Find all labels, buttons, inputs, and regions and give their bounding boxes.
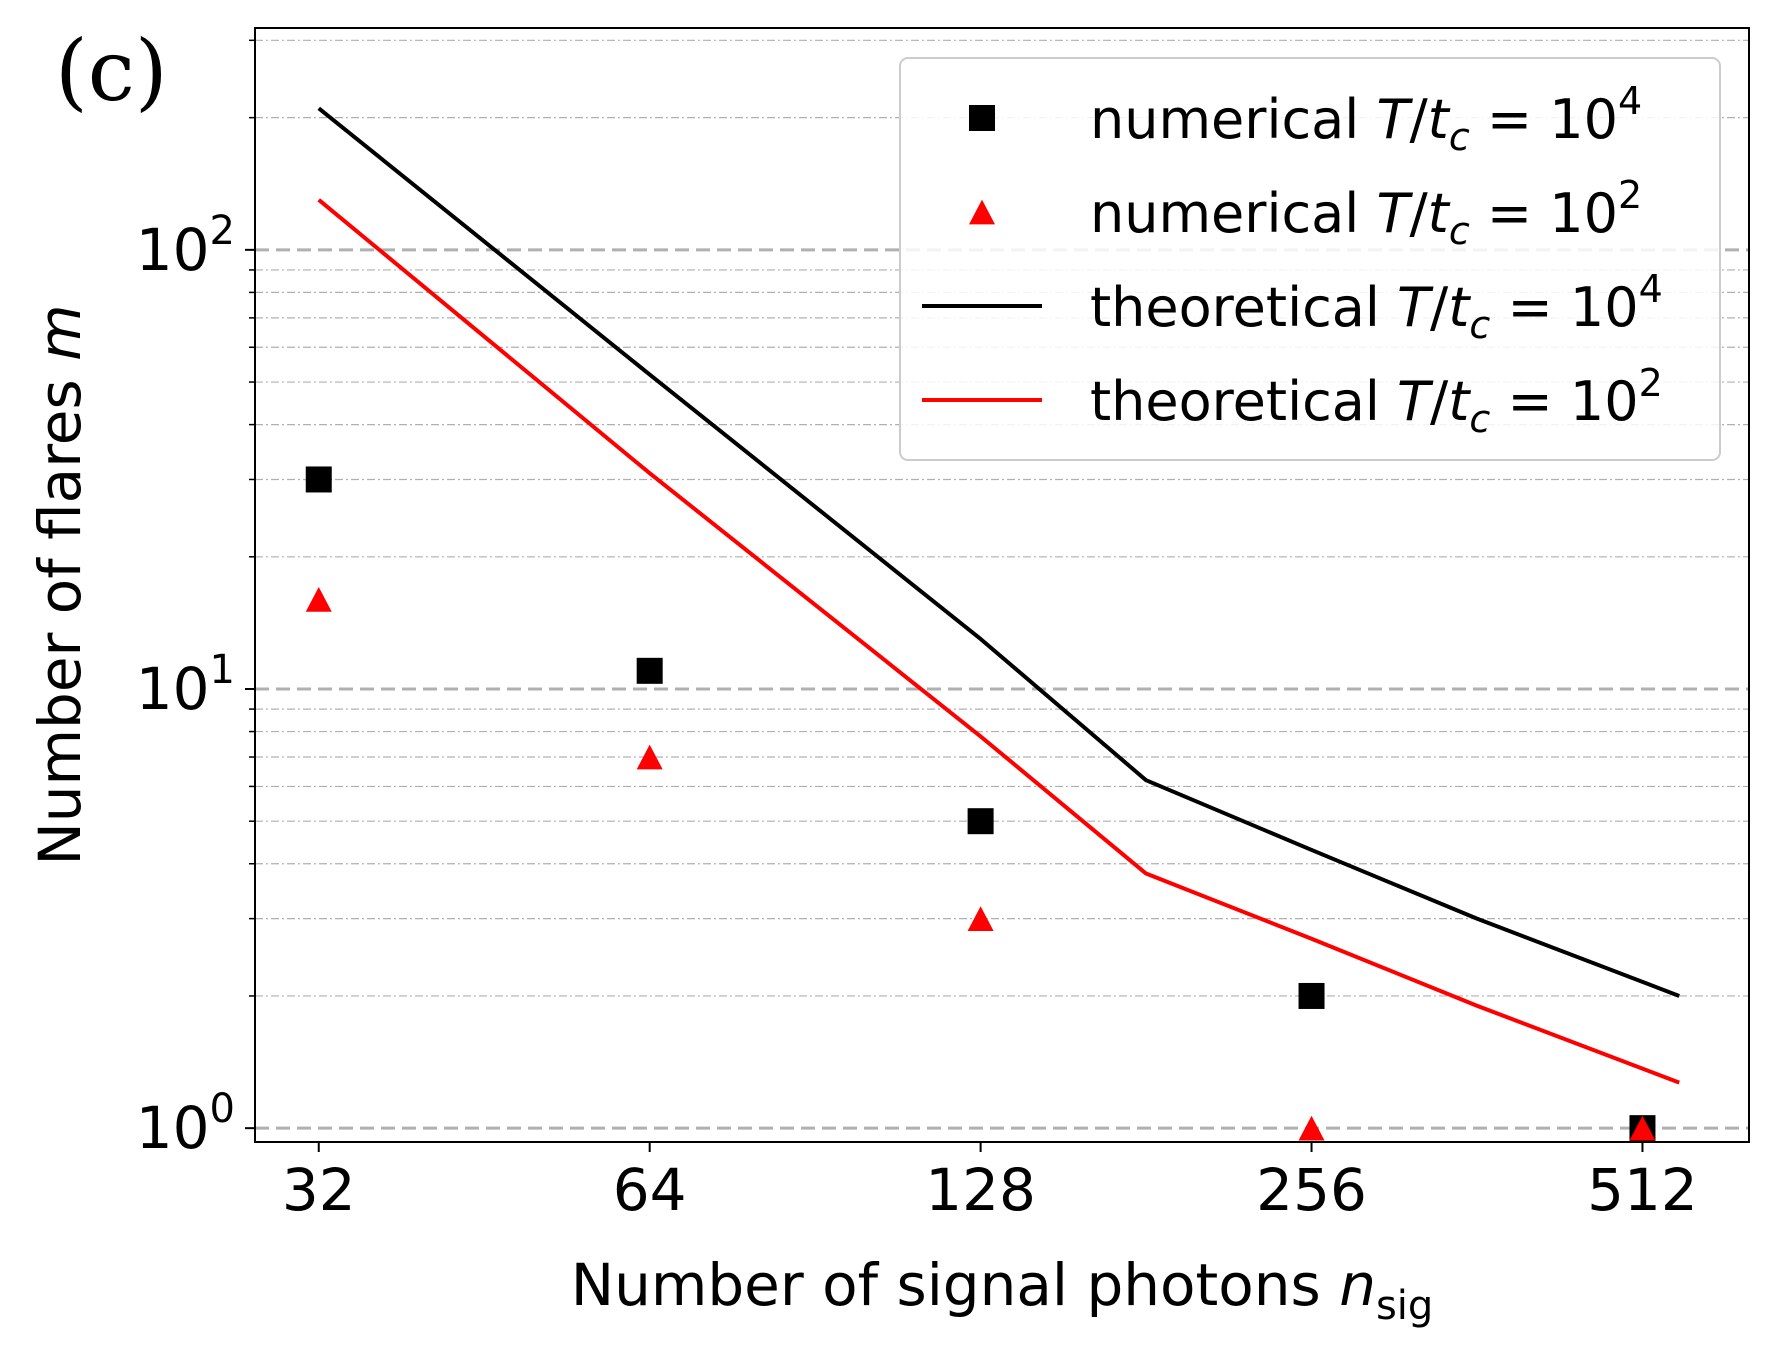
legend-exponent: 2: [1639, 361, 1663, 405]
legend-var-t: t: [1448, 370, 1471, 433]
y-tick-label: 100: [136, 1086, 235, 1162]
legend-entry-prefix: numerical: [1090, 88, 1376, 151]
legend-var-T: T: [1397, 370, 1434, 433]
legend-subscript-c: c: [1449, 115, 1470, 159]
legend-equals-ten: = 10: [1490, 276, 1638, 339]
legend-exponent: 4: [1639, 267, 1663, 311]
y-tick-base: 10: [136, 216, 210, 284]
y-tick-exponent: 1: [210, 647, 235, 693]
legend-equals-ten: = 10: [1470, 88, 1618, 151]
x-tick-label: 128: [925, 1156, 1036, 1224]
plot-frame: [254, 27, 1750, 1143]
legend-var-t: t: [1448, 276, 1471, 339]
x-axis-label-text: Number of signal photons: [571, 1251, 1339, 1319]
data-point-triangle: [636, 744, 663, 770]
legend-exponent: 2: [1618, 173, 1642, 217]
panel-label: (c): [55, 22, 168, 120]
data-point-square: [967, 808, 994, 835]
legend-equals-ten: = 10: [1490, 370, 1638, 433]
y-tick-base: 10: [136, 1094, 210, 1162]
y-axis-label-text: Number of flares: [26, 361, 94, 866]
data-layer: [305, 106, 1680, 1142]
data-point-triangle: [305, 587, 332, 612]
legend-slash: /: [1409, 182, 1428, 245]
data-point-square: [636, 657, 663, 684]
x-tick-label: 512: [1587, 1156, 1698, 1224]
series-line: [317, 198, 1680, 1085]
legend-subscript-c: c: [1469, 303, 1490, 347]
x-axis-label-subscript: sig: [1376, 1283, 1433, 1329]
y-tick-label: 102: [136, 208, 235, 284]
legend-entry-label: numerical T/tc = 104: [1090, 79, 1642, 159]
legend-slash: /: [1430, 276, 1449, 339]
series-line: [317, 106, 1680, 998]
legend-entry-label: theoretical T/tc = 102: [1090, 361, 1663, 441]
legend-var-T: T: [1397, 276, 1434, 339]
legend-entry-prefix: theoretical: [1090, 276, 1397, 339]
legend-marker-square: [969, 105, 995, 131]
legend-var-T: T: [1376, 88, 1413, 151]
data-point-triangle: [1629, 1115, 1656, 1141]
legend-var-t: t: [1428, 182, 1451, 245]
label-layer: Number of signal photons nsig Number of f…: [26, 22, 1433, 1329]
legend-var-t: t: [1428, 88, 1451, 151]
legend-entry-label: numerical T/tc = 102: [1090, 173, 1642, 253]
y-axis-label: Number of flares m: [26, 304, 94, 865]
data-point-triangle: [1298, 1115, 1325, 1141]
legend-equals-ten: = 10: [1470, 182, 1618, 245]
legend-slash: /: [1409, 88, 1428, 151]
legend-subscript-c: c: [1449, 209, 1470, 253]
legend-marker-triangle: [969, 199, 995, 225]
y-axis-label-variable: m: [26, 304, 94, 361]
x-tick-label: 32: [282, 1156, 356, 1224]
legend-entry-prefix: theoretical: [1090, 370, 1397, 433]
legend-entry-label: theoretical T/tc = 104: [1090, 267, 1663, 347]
data-point-triangle: [967, 906, 994, 931]
legend-exponent: 4: [1618, 79, 1642, 123]
legend-var-T: T: [1376, 182, 1413, 245]
legend-box: [899, 57, 1721, 461]
y-tick-label: 101: [136, 647, 235, 723]
x-axis-label-variable: n: [1339, 1251, 1376, 1319]
y-tick-exponent: 2: [210, 208, 235, 254]
data-point-square: [1298, 982, 1325, 1009]
y-tick-exponent: 0: [210, 1086, 235, 1132]
legend-slash: /: [1430, 370, 1449, 433]
legend-entry-prefix: numerical: [1090, 182, 1376, 245]
x-tick-label: 256: [1256, 1156, 1367, 1224]
y-tick-base: 10: [136, 655, 210, 723]
legend-subscript-c: c: [1469, 397, 1490, 441]
x-tick-label: 64: [613, 1156, 687, 1224]
x-axis-label: Number of signal photons nsig: [571, 1251, 1434, 1329]
data-point-square: [305, 466, 332, 493]
